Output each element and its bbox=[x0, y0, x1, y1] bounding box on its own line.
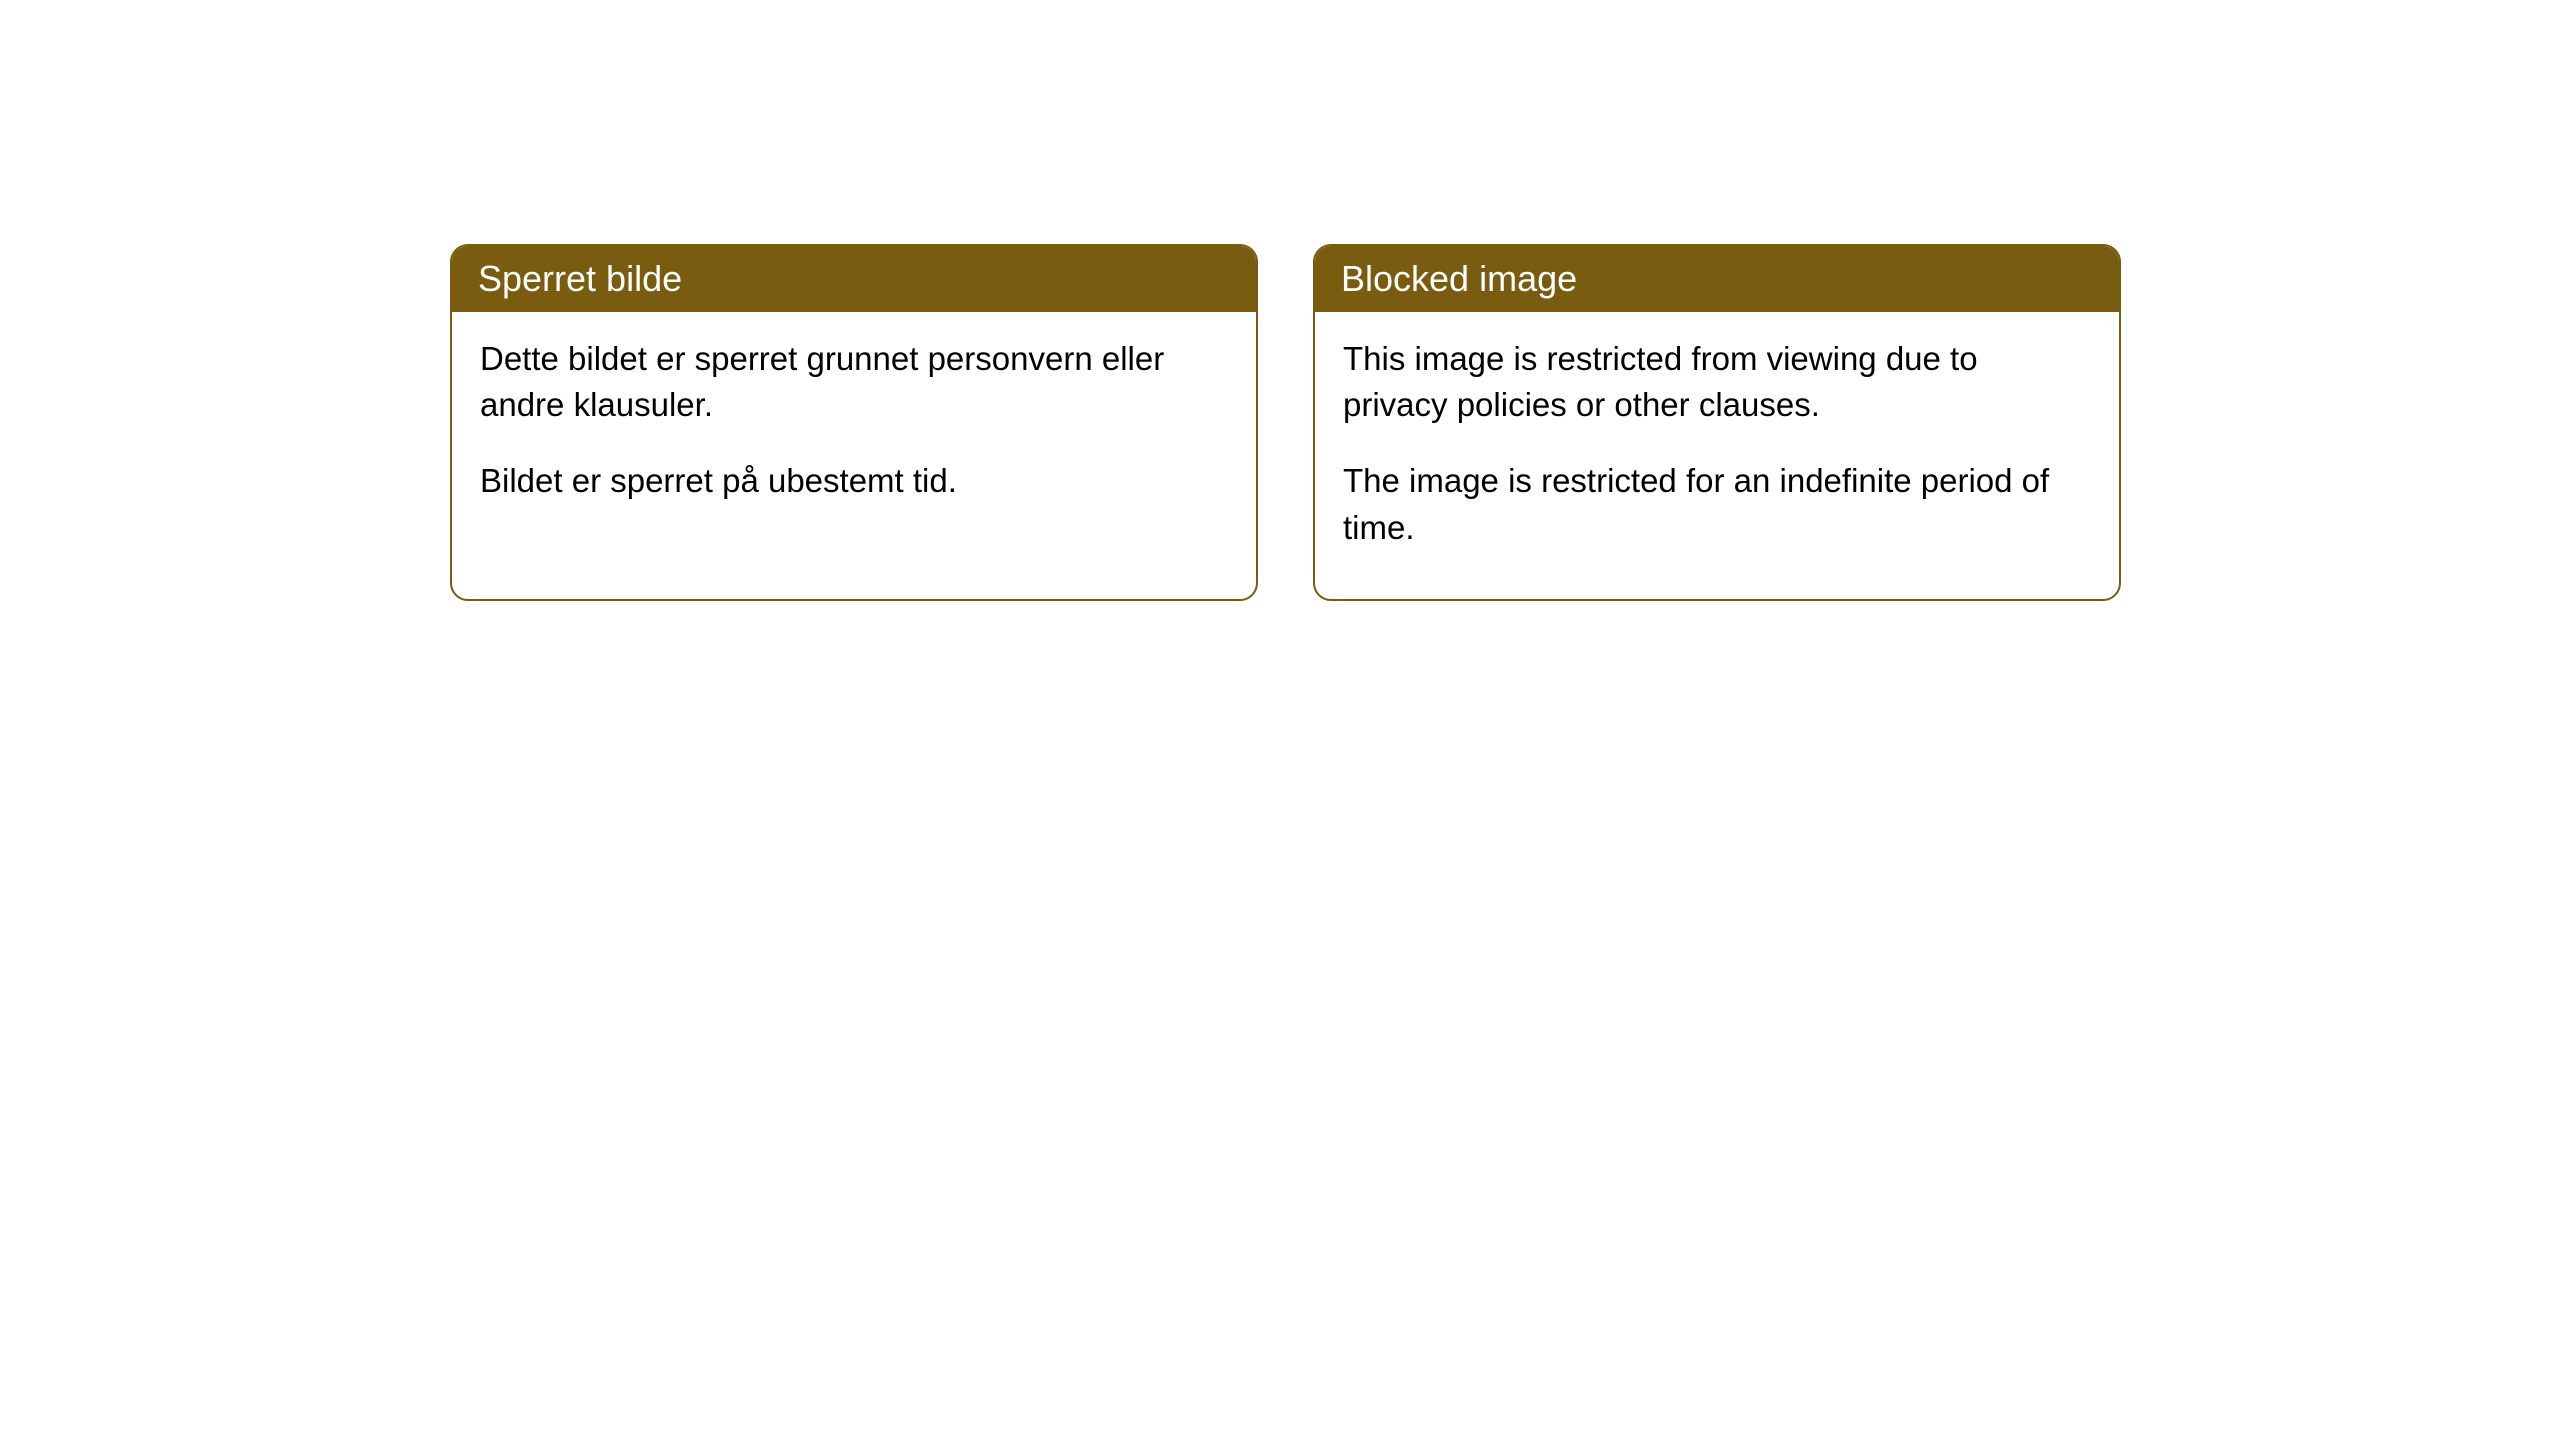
notice-card-english: Blocked image This image is restricted f… bbox=[1313, 244, 2121, 601]
card-body: This image is restricted from viewing du… bbox=[1315, 312, 2119, 599]
card-header: Blocked image bbox=[1315, 246, 2119, 312]
card-paragraph: Bildet er sperret på ubestemt tid. bbox=[480, 458, 1228, 504]
card-paragraph: The image is restricted for an indefinit… bbox=[1343, 458, 2091, 550]
card-paragraph: This image is restricted from viewing du… bbox=[1343, 336, 2091, 428]
card-body: Dette bildet er sperret grunnet personve… bbox=[452, 312, 1256, 553]
card-header: Sperret bilde bbox=[452, 246, 1256, 312]
notice-card-norwegian: Sperret bilde Dette bildet er sperret gr… bbox=[450, 244, 1258, 601]
card-paragraph: Dette bildet er sperret grunnet personve… bbox=[480, 336, 1228, 428]
cards-container: Sperret bilde Dette bildet er sperret gr… bbox=[450, 244, 2560, 601]
